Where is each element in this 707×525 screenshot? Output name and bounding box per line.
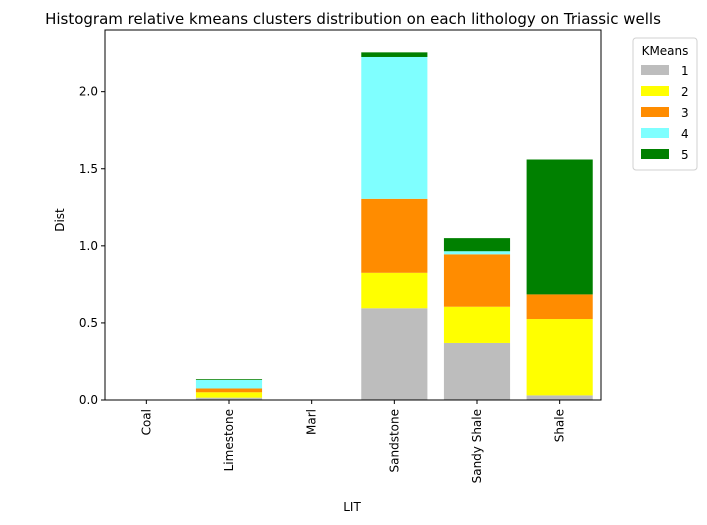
legend-label-1: 1 — [681, 64, 689, 78]
legend-label-4: 4 — [681, 127, 689, 141]
bar-limestone-cluster-1 — [195, 397, 263, 400]
legend-label-3: 3 — [681, 106, 689, 120]
x-axis-label: LIT — [343, 500, 361, 514]
legend-swatch-1 — [641, 65, 669, 75]
bar-limestone-cluster-4 — [195, 379, 263, 389]
bar-sandstone-cluster-5 — [361, 52, 428, 57]
bar-sandstone-cluster-3 — [361, 198, 428, 273]
bar-sandstone-cluster-4 — [361, 56, 428, 199]
legend: KMeans 1 2 3 4 5 — [632, 37, 698, 171]
legend-swatch-3 — [641, 107, 669, 117]
x-tick-label: Marl — [305, 409, 319, 435]
y-tick-label: 0.0 — [79, 393, 98, 407]
bar-sandy-shale-cluster-3 — [443, 254, 511, 307]
x-tick-label: Coal — [139, 409, 153, 435]
legend-swatch-5 — [641, 149, 669, 159]
bar-shale-cluster-5 — [526, 159, 593, 295]
bar-sandstone-cluster-1 — [361, 308, 428, 400]
y-tick-label: 1.5 — [79, 162, 98, 176]
y-axis-label: Dist — [53, 208, 67, 232]
x-tick-label: Sandstone — [387, 409, 401, 472]
legend-label-2: 2 — [681, 85, 689, 99]
bar-sandy-shale-cluster-1 — [443, 342, 511, 400]
chart-title: Histogram relative kmeans clusters distr… — [45, 10, 661, 28]
y-tick-label: 1.0 — [79, 239, 98, 253]
plot-frame — [104, 29, 602, 401]
bar-sandy-shale-cluster-2 — [443, 306, 511, 343]
bar-sandy-shale-cluster-4 — [443, 251, 511, 255]
legend-label-5: 5 — [681, 148, 689, 162]
bar-shale-cluster-2 — [526, 319, 593, 396]
legend-swatch-4 — [641, 128, 669, 138]
bar-limestone-cluster-3 — [195, 388, 263, 393]
x-tick-label: Limestone — [222, 409, 236, 471]
bars-layer — [195, 52, 593, 400]
bar-sandstone-cluster-2 — [361, 272, 428, 309]
bar-limestone-cluster-2 — [195, 392, 263, 398]
bar-limestone-cluster-5 — [195, 379, 263, 380]
bar-shale-cluster-1 — [526, 395, 593, 400]
y-tick-label: 0.5 — [79, 316, 98, 330]
bar-sandy-shale-cluster-5 — [443, 238, 511, 252]
legend-title: KMeans — [642, 44, 689, 58]
bar-shale-cluster-3 — [526, 294, 593, 320]
x-tick-label: Shale — [553, 409, 567, 442]
axes-layer: 0.0 0.5 1.0 1.5 2.0 Coal Limestone Marl Sandston… — [79, 29, 602, 483]
legend-swatch-2 — [641, 86, 669, 96]
y-tick-label: 2.0 — [79, 85, 98, 99]
x-tick-label: Sandy Shale — [470, 409, 484, 483]
